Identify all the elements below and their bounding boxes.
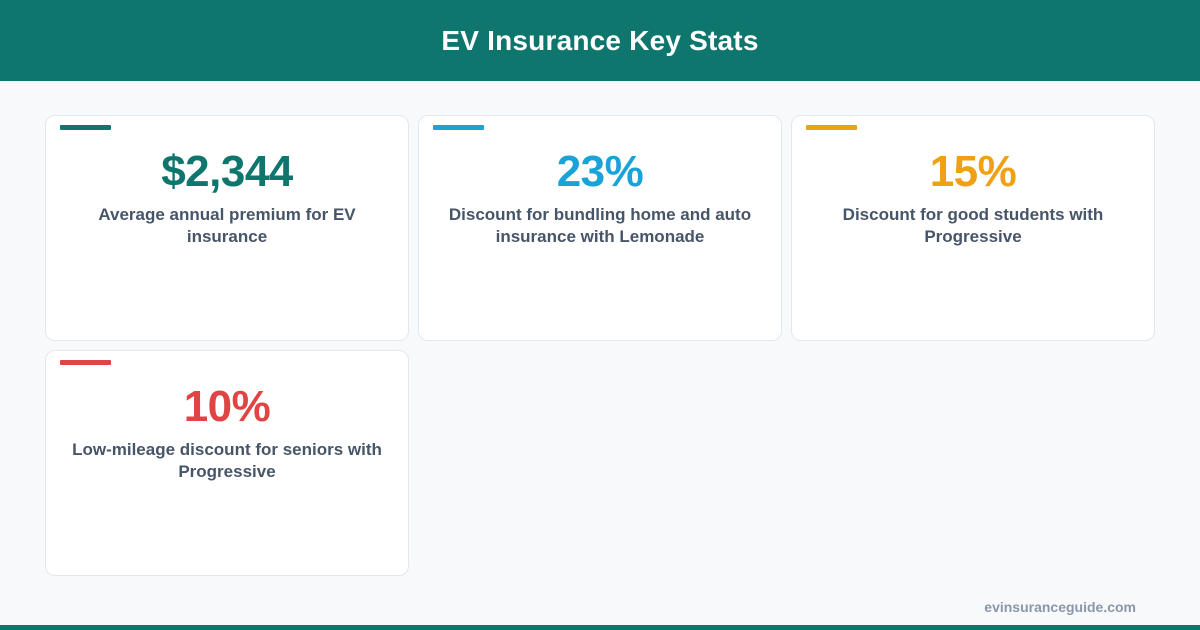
header-banner: EV Insurance Key Stats (0, 0, 1200, 81)
stat-description: Discount for bundling home and auto insu… (448, 205, 752, 246)
stat-card-bundling: 23% Discount for bundling home and auto … (418, 115, 782, 341)
stat-value: 10% (183, 382, 271, 431)
site-url[interactable]: evinsuranceguide.com (984, 599, 1136, 615)
card-accent-bar (60, 360, 111, 365)
page-title: EV Insurance Key Stats (441, 24, 759, 56)
stat-description: Average annual premium for EV insurance (98, 205, 356, 246)
card-accent-bar (433, 125, 484, 130)
stat-value: $2,344 (161, 147, 293, 196)
stat-description: Discount for good students with Progress… (842, 205, 1104, 246)
stat-card-students: 15% Discount for good students with Prog… (791, 115, 1155, 341)
stat-value: 15% (929, 147, 1017, 196)
footer-bar (0, 625, 1200, 630)
stat-description: Low-mileage discount for seniors with Pr… (72, 440, 382, 481)
stat-card-seniors: 10% Low-mileage discount for seniors wit… (45, 350, 409, 576)
stat-card-premium: $2,344 Average annual premium for EV ins… (45, 115, 409, 341)
stat-value: 23% (556, 147, 644, 196)
card-accent-bar (806, 125, 857, 130)
card-accent-bar (60, 125, 111, 130)
stats-grid: $2,344 Average annual premium for EV ins… (45, 115, 1155, 576)
